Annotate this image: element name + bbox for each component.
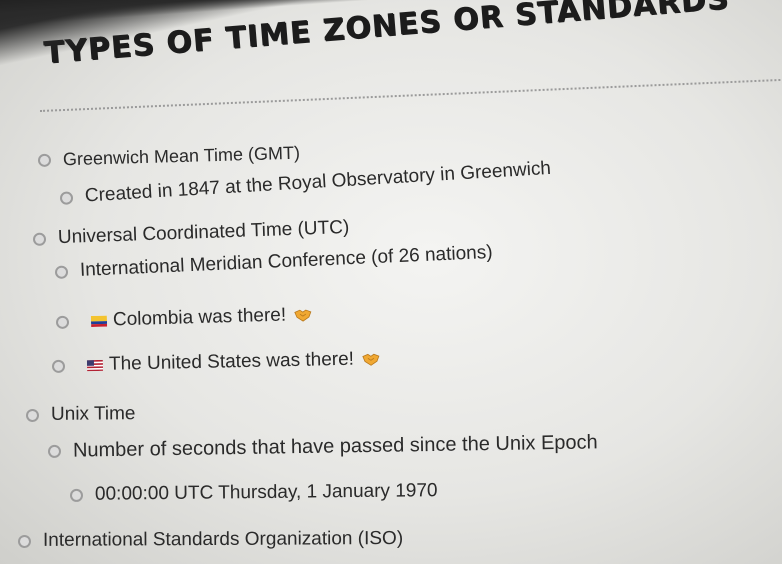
list-item-text: Greenwich Mean Time (GMT) — [62, 142, 301, 170]
list-item-gmt: Greenwich Mean Time (GMT) — [37, 142, 301, 171]
list-item-text: Colombia was there! — [112, 304, 287, 331]
list-item-unix-epoch-date: 00:00:00 UTC Thursday, 1 January 1970 — [69, 480, 438, 506]
bullet-icon — [54, 264, 69, 279]
list-item-unix-seconds: Number of seconds that have passed since… — [47, 431, 598, 463]
title-divider — [40, 78, 782, 112]
list-item-utc: Universal Coordinated Time (UTC) — [32, 216, 350, 250]
bullet-icon — [69, 488, 84, 502]
list-item-meridian-conference: International Meridian Conference (of 26… — [54, 241, 494, 283]
list-item-text: The United States was there! — [108, 348, 355, 375]
bullet-icon — [17, 534, 32, 548]
list-item-text: 00:00:00 UTC Thursday, 1 January 1970 — [94, 480, 438, 505]
bullet-icon — [59, 190, 74, 205]
handshake-icon — [294, 308, 312, 322]
list-item-text: International Standards Organization (IS… — [42, 527, 404, 551]
bullet-icon — [55, 315, 70, 329]
bullet-icon — [37, 153, 52, 167]
slide-title: TYPES OF TIME ZONES OR STANDARDS — [42, 0, 731, 71]
usa-flag-icon — [86, 359, 104, 371]
list-item-text: Number of seconds that have passed since… — [72, 431, 598, 462]
bullet-icon — [51, 359, 66, 373]
list-item-united-states: The United States was there! — [51, 348, 380, 377]
handshake-icon — [362, 352, 380, 366]
list-item-iso: International Standards Organization (IS… — [17, 527, 404, 552]
list-item-text: Universal Coordinated Time (UTC) — [57, 216, 350, 249]
colombia-flag-icon — [90, 315, 108, 327]
bullet-icon — [25, 408, 40, 422]
list-item-text: International Meridian Conference (of 26… — [79, 241, 493, 281]
list-item-unix-time: Unix Time — [25, 403, 136, 426]
list-item-text: Unix Time — [50, 403, 136, 425]
bullet-icon — [32, 232, 47, 246]
bullet-icon — [47, 444, 62, 458]
list-item-colombia: Colombia was there! — [55, 304, 313, 333]
